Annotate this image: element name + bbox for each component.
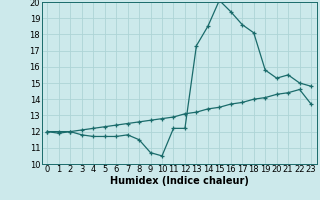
X-axis label: Humidex (Indice chaleur): Humidex (Indice chaleur)	[110, 176, 249, 186]
